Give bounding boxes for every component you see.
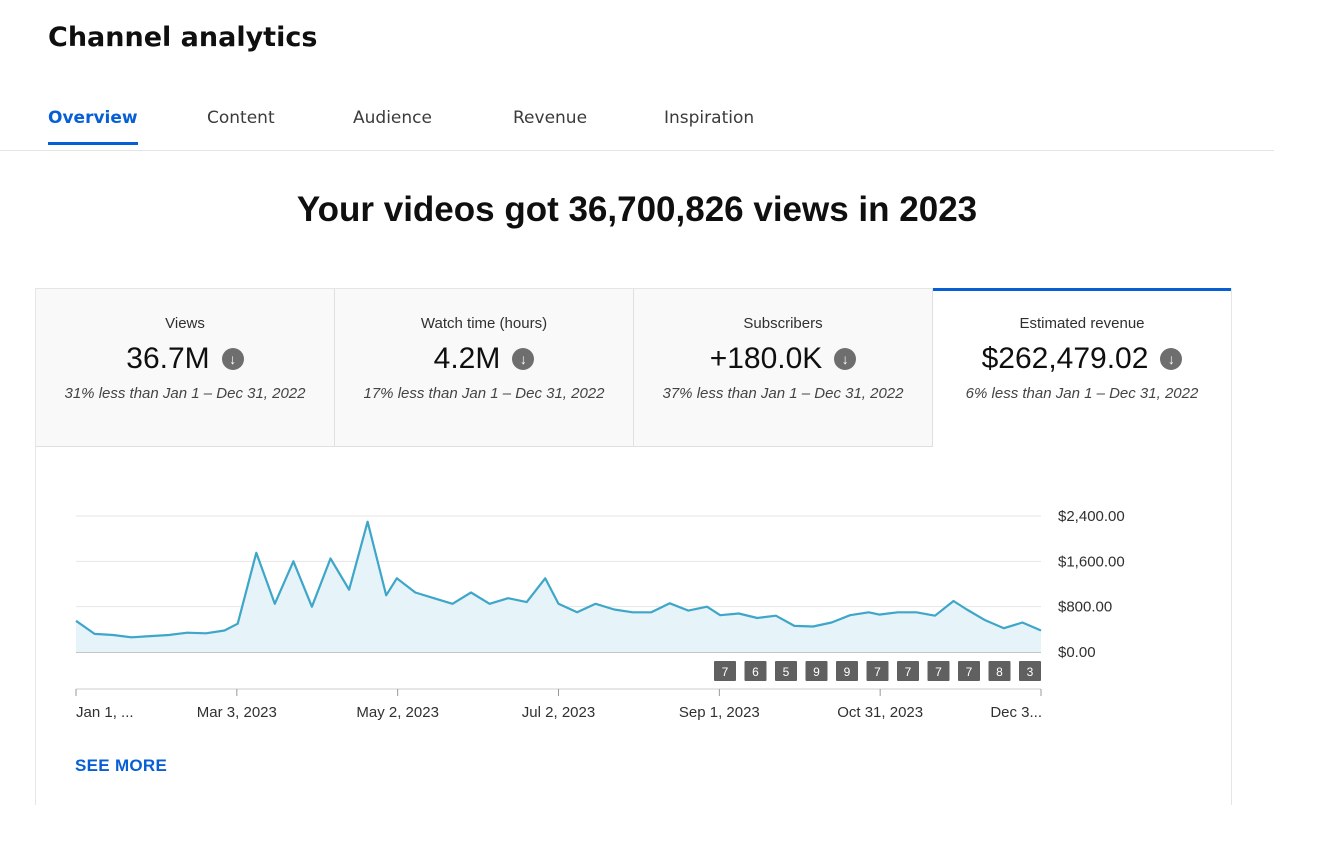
annotation-badge-label: 9 [813, 665, 820, 679]
metric-value: 4.2M [433, 342, 501, 375]
metric-watch-time[interactable]: Watch time (hours) 4.2M ↓ 17% less than J… [335, 289, 634, 447]
metric-label: Watch time (hours) [420, 315, 548, 332]
metric-comparison: 6% less than Jan 1 – Dec 31, 2022 [965, 385, 1199, 402]
annotation-badge [958, 661, 980, 681]
annotation-badge [714, 661, 736, 681]
annotation-badge-label: 7 [905, 665, 912, 679]
annotation-badge-label: 9 [844, 665, 851, 679]
y-tick-label: $1,600.00 [1058, 553, 1125, 570]
metric-comparison: 31% less than Jan 1 – Dec 31, 2022 [64, 385, 306, 402]
arrow-down-icon: ↓ [1160, 348, 1183, 370]
metric-label: Subscribers [743, 315, 823, 332]
metric-label: Views [165, 315, 205, 332]
annotation-badge [897, 661, 919, 681]
arrow-down-icon: ↓ [221, 348, 244, 370]
revenue-chart-svg: $2,400.00 $1,600.00 $800.00 $0.00 7 6 5 9 9 7 7 7 7 8… [75, 508, 1125, 721]
annotation-badge [988, 661, 1011, 681]
annotation-badge-label: 5 [783, 665, 790, 679]
x-tick-label: May 2, 2023 [356, 704, 439, 721]
annotation-badge-label: 7 [935, 665, 942, 679]
page-title: Channel analytics [48, 22, 318, 53]
annotation-badge-label: 6 [752, 665, 759, 679]
series-line [75, 520, 1042, 639]
y-tick-label: $0.00 [1058, 644, 1096, 661]
annotation-badge [866, 661, 889, 681]
x-tick-label: Jan 1, ... [76, 704, 134, 721]
metric-label: Estimated revenue [1019, 315, 1145, 332]
y-tick-label: $2,400.00 [1058, 508, 1125, 525]
x-tick-label: Jul 2, 2023 [522, 704, 595, 721]
metric-value: $262,479.02 [981, 342, 1149, 375]
analytics-card: Views 36.7M ↓ 31% less than Jan 1 – Dec 3… [35, 288, 1232, 805]
tab-audience[interactable]: Audience [353, 108, 432, 128]
headline: Your videos got 36,700,826 views in 2023 [296, 190, 978, 229]
annotation-badge [775, 661, 797, 681]
metric-value: 36.7M [126, 342, 210, 375]
x-tick-label: Sep 1, 2023 [679, 704, 760, 721]
annotation-badge-label: 7 [874, 665, 881, 679]
x-tick-label: Mar 3, 2023 [197, 704, 277, 721]
annotation-badge [836, 661, 858, 681]
annotation-badge [1019, 661, 1041, 681]
tab-revenue[interactable]: Revenue [513, 108, 588, 128]
annotation-badge [927, 661, 950, 681]
see-more-link[interactable]: SEE MORE [75, 756, 168, 775]
metric-comparison: 17% less than Jan 1 – Dec 31, 2022 [363, 385, 605, 402]
x-tick-label: Oct 31, 2023 [837, 704, 923, 721]
annotation-badge-label: 8 [996, 665, 1003, 679]
metric-comparison: 37% less than Jan 1 – Dec 31, 2022 [662, 385, 904, 402]
annotation-badge-label: 3 [1027, 665, 1034, 679]
metric-value: +180.0K [709, 342, 823, 375]
tab-overview[interactable]: Overview [48, 108, 138, 145]
annotation-badge-label: 7 [722, 665, 729, 679]
arrow-down-icon: ↓ [834, 348, 857, 370]
y-tick-label: $800.00 [1058, 599, 1112, 616]
annotation-badge [744, 661, 767, 681]
arrow-down-icon: ↓ [512, 348, 535, 370]
tab-inspiration[interactable]: Inspiration [664, 108, 755, 128]
tab-content[interactable]: Content [207, 108, 275, 128]
tab-bar: Overview Content Audience Revenue Inspir… [0, 96, 1274, 151]
annotation-badge-label: 7 [966, 665, 973, 679]
metric-subscribers[interactable]: Subscribers +180.0K ↓ 37% less than Jan 1… [634, 289, 933, 447]
annotation-badge [805, 661, 828, 681]
revenue-chart: $2,400.00 $1,600.00 $800.00 $0.00 7 6 5 9 9 7 7 7 7 8… [36, 446, 1231, 805]
x-tick-label: Dec 3... [990, 704, 1042, 721]
metric-estimated-revenue[interactable]: Estimated revenue $262,479.02 ↓ 6% less t… [933, 288, 1231, 448]
metric-views[interactable]: Views 36.7M ↓ 31% less than Jan 1 – Dec 3… [36, 289, 335, 447]
series-area [76, 521, 1041, 652]
